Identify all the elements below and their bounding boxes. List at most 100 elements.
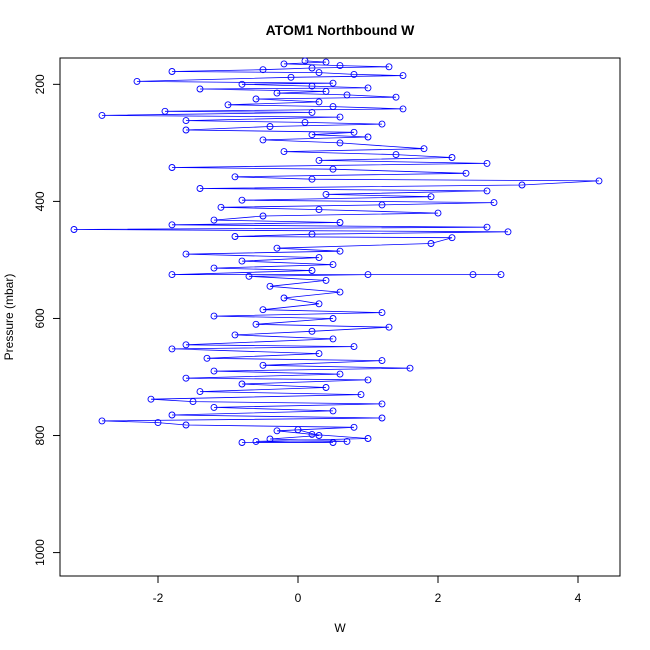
data-point <box>336 288 344 296</box>
data-point <box>399 105 407 113</box>
data-point <box>364 84 372 92</box>
data-point <box>259 66 267 74</box>
data-point <box>280 60 288 68</box>
data-point <box>252 95 260 103</box>
data-point <box>329 335 337 343</box>
y-tick-label: 400 <box>33 191 47 211</box>
data-point <box>308 430 316 438</box>
data-point <box>336 62 344 70</box>
data-point <box>273 244 281 252</box>
data-point <box>308 230 316 238</box>
data-point <box>364 435 372 442</box>
x-axis: -2 0 2 4 <box>153 576 582 605</box>
data-point <box>273 427 281 435</box>
data-point <box>168 221 176 229</box>
plot-frame <box>59 57 621 577</box>
data-point <box>273 89 281 97</box>
x-tick-label: -2 <box>153 591 164 605</box>
data-point <box>196 85 204 93</box>
data-point <box>168 164 176 171</box>
data-point <box>322 276 330 284</box>
data-point <box>336 139 344 147</box>
data-point <box>336 219 344 226</box>
data-point <box>238 380 246 388</box>
data-point <box>336 113 344 121</box>
data-point <box>217 203 225 211</box>
data-point <box>315 432 323 439</box>
data-point <box>280 148 288 156</box>
data-point <box>350 423 358 431</box>
data-point <box>406 364 414 372</box>
data-point <box>350 343 358 351</box>
data-point <box>315 156 323 164</box>
y-tick-label: 800 <box>33 425 47 445</box>
x-tick-label: 4 <box>575 591 582 605</box>
data-point <box>350 70 358 78</box>
data-point <box>504 228 512 236</box>
data-point <box>483 223 491 231</box>
data-point <box>378 357 386 365</box>
data-point <box>315 254 323 262</box>
data-point <box>70 226 78 233</box>
data-point <box>329 439 337 446</box>
data-point <box>385 63 393 71</box>
data-point <box>315 300 323 308</box>
data-point <box>364 376 372 384</box>
y-axis-label: Pressure (mbar) <box>2 274 16 361</box>
data-point <box>378 414 386 422</box>
data-point <box>357 391 365 399</box>
data-point <box>427 240 435 247</box>
data-point <box>259 212 267 220</box>
data-point <box>329 79 337 87</box>
data-point <box>329 261 337 269</box>
data-point <box>350 128 358 136</box>
data-point <box>343 437 351 445</box>
data-point <box>336 247 344 255</box>
data-point <box>329 165 337 173</box>
data-point <box>308 82 316 90</box>
data-point <box>378 120 386 128</box>
data-point <box>266 435 274 443</box>
series-layer <box>70 57 603 446</box>
data-point <box>343 91 351 99</box>
data-point <box>196 185 204 192</box>
data-point <box>490 199 498 207</box>
data-point <box>378 201 386 209</box>
chart-title: ATOM1 Northbound W <box>266 22 416 38</box>
data-point <box>238 439 246 446</box>
data-point <box>308 175 316 183</box>
data-point <box>133 77 141 85</box>
data-point <box>315 98 323 106</box>
data-point <box>399 72 407 80</box>
data-point <box>266 123 274 130</box>
data-point <box>329 103 337 111</box>
data-point <box>189 398 197 406</box>
x-tick-label: 2 <box>435 591 442 605</box>
data-point <box>210 367 218 375</box>
data-point <box>322 87 330 95</box>
data-point <box>448 234 456 242</box>
data-point <box>245 272 253 280</box>
data-point <box>385 323 393 331</box>
data-point <box>182 250 190 258</box>
data-point <box>427 193 435 201</box>
data-point <box>497 271 505 279</box>
y-tick-label: 600 <box>33 308 47 328</box>
data-point <box>420 145 428 153</box>
data-point <box>308 108 316 116</box>
data-point <box>168 68 176 75</box>
data-point <box>315 206 323 214</box>
data-point <box>483 187 491 195</box>
data-point <box>259 136 267 144</box>
data-point <box>98 417 106 425</box>
data-point <box>266 282 274 290</box>
data-point <box>308 267 316 274</box>
data-point <box>231 331 239 339</box>
data-point <box>378 400 386 408</box>
data-point <box>315 69 323 77</box>
x-tick-label: 0 <box>295 591 302 605</box>
data-point <box>238 257 246 265</box>
data-point <box>462 169 470 177</box>
data-point <box>182 374 190 382</box>
data-point <box>238 80 246 88</box>
